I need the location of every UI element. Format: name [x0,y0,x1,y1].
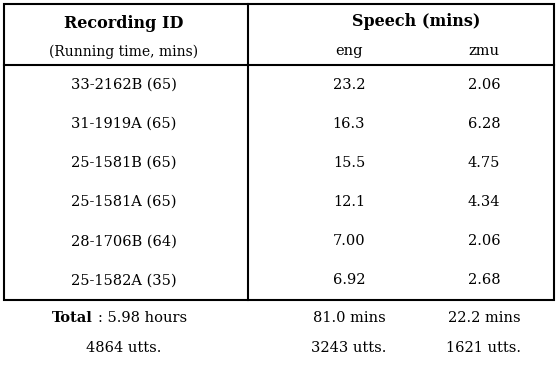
Text: eng: eng [335,44,363,58]
Text: 4864 utts.: 4864 utts. [86,341,162,355]
Text: 2.06: 2.06 [468,234,501,248]
Text: 33-2162B (65): 33-2162B (65) [71,78,177,92]
Text: 25-1581A (65): 25-1581A (65) [71,195,177,209]
Text: 4.75: 4.75 [468,156,500,170]
Text: 15.5: 15.5 [333,156,365,170]
Text: 16.3: 16.3 [333,117,365,131]
Text: Speech (mins): Speech (mins) [352,13,480,31]
Text: 22.2 mins: 22.2 mins [448,311,520,325]
Text: 31-1919A (65): 31-1919A (65) [71,117,177,131]
Text: 12.1: 12.1 [333,195,365,209]
Text: Recording ID: Recording ID [64,16,184,32]
Text: 25-1582A (35): 25-1582A (35) [71,273,177,288]
Text: 3243 utts.: 3243 utts. [311,341,387,355]
Text: : 5.98 hours: : 5.98 hours [98,311,187,325]
Text: 6.92: 6.92 [333,273,365,288]
Text: 2.06: 2.06 [468,78,501,92]
Text: 1621 utts.: 1621 utts. [446,341,522,355]
Text: zmu: zmu [469,44,499,58]
Text: 25-1581B (65): 25-1581B (65) [71,156,177,170]
Text: 28-1706B (64): 28-1706B (64) [71,234,177,248]
Bar [4,4,554,300]
Text: 81.0 mins: 81.0 mins [312,311,386,325]
Text: 2.68: 2.68 [468,273,501,288]
Text: 6.28: 6.28 [468,117,501,131]
Text: (Running time, mins): (Running time, mins) [50,45,199,59]
Text: 4.34: 4.34 [468,195,501,209]
Text: Total: Total [52,311,93,325]
Text: 23.2: 23.2 [333,78,365,92]
Text: 7.00: 7.00 [333,234,365,248]
